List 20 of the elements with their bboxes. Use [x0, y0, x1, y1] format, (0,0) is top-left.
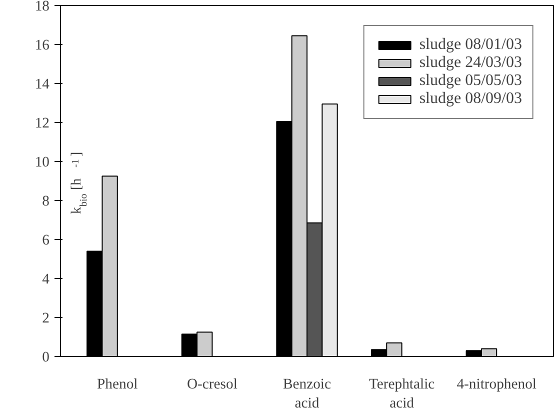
x-tick-label: Terephtalic acid [368, 376, 436, 412]
legend-label: sludge 24/03/03 [419, 54, 522, 72]
y-tick-label: 4 [42, 272, 50, 288]
x-tick-label: 4-nitrophenol [456, 376, 537, 392]
x-tick-label: Benzoic acid [282, 376, 332, 412]
y-tick-label: 8 [42, 194, 50, 210]
x-tick-label: O-cresol [186, 376, 238, 392]
legend-label: sludge 08/01/03 [419, 36, 522, 54]
y-axis-title: kbio [h-1] [70, 152, 90, 214]
y-tick-label: 6 [42, 232, 50, 248]
y-tick-label: 18 [34, 0, 50, 14]
y-tick-label: 2 [42, 310, 50, 326]
y-tick-label: 16 [34, 38, 50, 54]
y-tick-label: 14 [34, 76, 50, 92]
x-tick-label: Phenol [97, 376, 138, 392]
legend-label: sludge 05/05/03 [419, 72, 522, 90]
y-tick-label: 12 [34, 116, 50, 132]
y-tick-label: 0 [42, 350, 50, 366]
legend-label: sludge 08/09/03 [419, 90, 522, 108]
y-tick-label: 10 [34, 154, 50, 170]
